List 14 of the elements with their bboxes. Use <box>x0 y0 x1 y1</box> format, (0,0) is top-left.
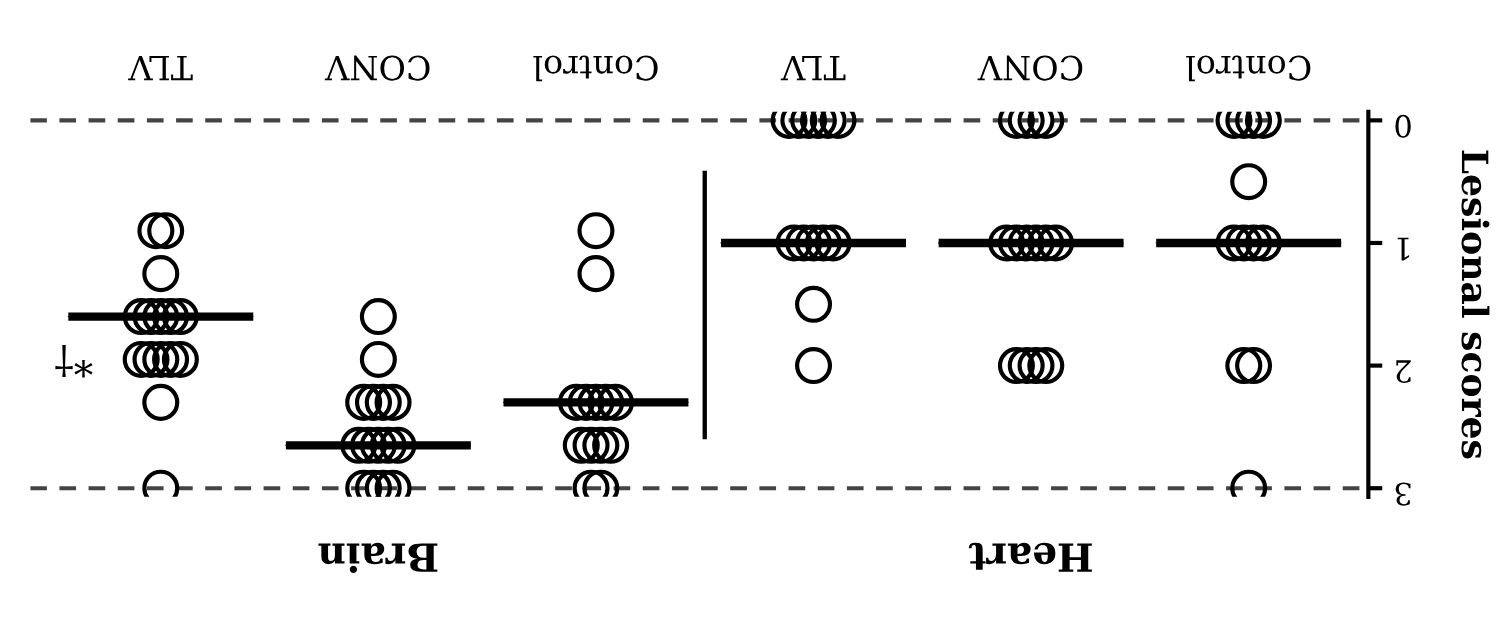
text: Heart <box>968 542 1092 572</box>
x-tick-label: TLV <box>780 55 846 81</box>
x-tick-label: Control <box>1186 55 1311 82</box>
x-tick-label: CONV <box>324 55 430 81</box>
y-tick-label: 0 <box>1395 114 1411 138</box>
text: Brain <box>318 542 438 573</box>
y-tick-label: 2 <box>1396 360 1411 384</box>
y-tick-label: 3 <box>1395 482 1411 506</box>
y-tick-label: 1 <box>1397 237 1410 261</box>
x-tick-label: CONV <box>977 55 1083 81</box>
y-axis-title: Lesional scores <box>1461 150 1490 459</box>
x-tick-label: Control <box>533 55 658 82</box>
x-tick-label: TLV <box>128 55 193 81</box>
annotation: *† <box>55 344 93 378</box>
